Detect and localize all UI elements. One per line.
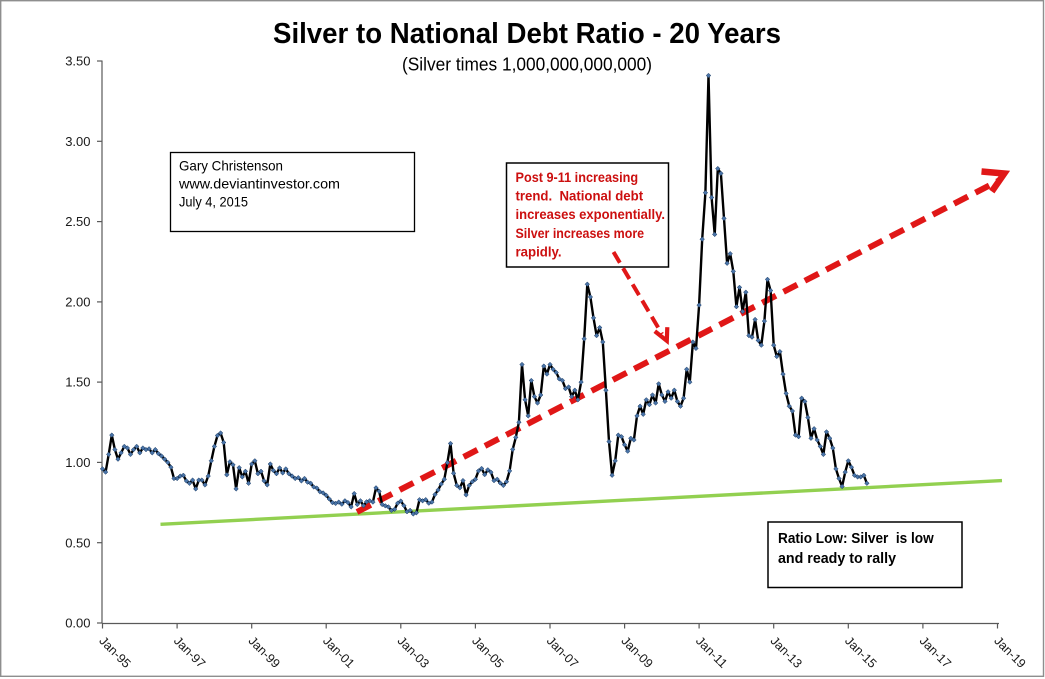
svg-text:rapidly.: rapidly. [516,244,562,259]
svg-text:Post 9-11 increasing: Post 9-11 increasing [516,170,639,185]
svg-text:Gary Christenson: Gary Christenson [179,158,283,174]
svg-text:Silver increases more: Silver increases more [516,226,645,241]
svg-text:(Silver times 1,000,000,000,00: (Silver times 1,000,000,000,000) [402,54,652,75]
svg-text:3.00: 3.00 [65,134,90,149]
svg-text:0.50: 0.50 [65,535,90,550]
svg-text:Ratio Low: Silver is low: Ratio Low: Silver is low [778,530,934,547]
svg-text:3.50: 3.50 [65,54,90,69]
svg-text:Silver to National Debt Ratio: Silver to National Debt Ratio - 20 Years [273,18,781,50]
svg-text:www.deviantinvestor.com: www.deviantinvestor.com [178,176,340,192]
svg-text:trend. National debt: trend. National debt [516,189,644,204]
svg-text:1.50: 1.50 [65,375,90,390]
svg-text:2.50: 2.50 [65,214,90,229]
svg-text:increases exponentially.: increases exponentially. [516,207,666,222]
svg-text:2.00: 2.00 [65,295,90,310]
svg-text:July 4, 2015: July 4, 2015 [179,194,248,210]
svg-text:and ready to rally: and ready to rally [778,550,897,567]
svg-text:0.00: 0.00 [65,616,90,631]
svg-text:1.00: 1.00 [65,455,90,470]
